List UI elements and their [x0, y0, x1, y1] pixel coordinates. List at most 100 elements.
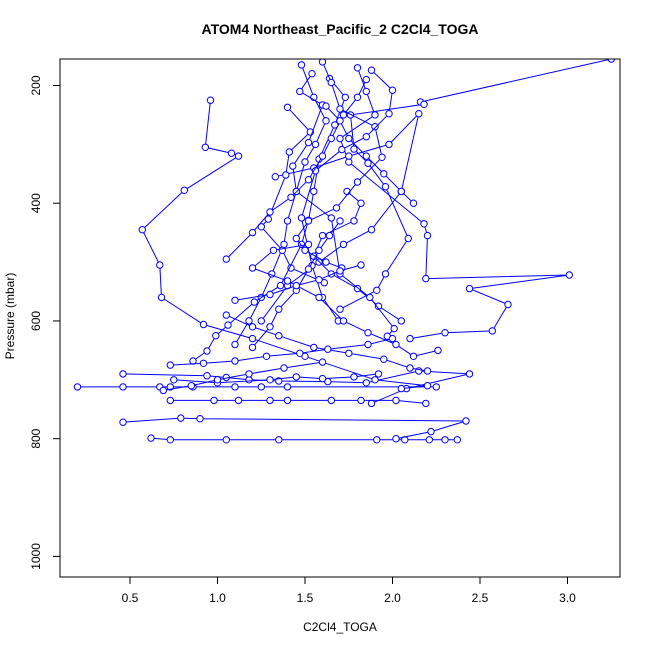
data-point — [222, 311, 231, 319]
data-point — [350, 145, 358, 153]
data-point — [327, 396, 335, 405]
data-point — [374, 370, 383, 378]
data-point — [397, 317, 405, 325]
data-point — [339, 317, 348, 325]
data-point — [296, 349, 304, 357]
data-point — [224, 321, 232, 329]
chart-title: ATOM4 Northeast_Pacific_2 C2Cl4_TOGA — [202, 21, 479, 37]
x-tick-label: 3.0 — [559, 591, 576, 605]
data-point — [119, 370, 127, 378]
data-point — [245, 370, 253, 378]
y-tick-label: 200 — [29, 75, 43, 95]
data-point — [397, 187, 405, 196]
data-point — [285, 148, 293, 156]
data-point — [266, 208, 274, 216]
data-point — [213, 376, 222, 384]
data-point — [234, 152, 243, 160]
data-point — [565, 271, 573, 279]
data-point — [607, 59, 615, 63]
data-point — [350, 373, 358, 381]
x-tick-label: 1.5 — [297, 591, 314, 605]
data-point — [170, 376, 178, 384]
data-point — [462, 417, 470, 425]
data-point — [432, 383, 440, 391]
data-point — [392, 435, 400, 443]
data-point — [357, 396, 365, 405]
data-point — [292, 234, 300, 243]
data-point — [371, 376, 379, 384]
data-point — [304, 176, 313, 184]
data-point — [409, 199, 418, 207]
data-point — [364, 329, 372, 337]
data-point — [257, 317, 265, 325]
data-point — [138, 226, 147, 234]
data-point — [423, 367, 432, 375]
data-point — [406, 364, 414, 372]
data-point — [373, 436, 381, 444]
x-tick-label: 2.5 — [472, 591, 489, 605]
data-point — [373, 286, 381, 294]
data-point — [353, 64, 362, 72]
profile-line-23 — [163, 361, 323, 391]
data-point — [318, 152, 327, 160]
data-point — [257, 223, 265, 231]
data-point — [422, 399, 430, 408]
data-point — [357, 261, 365, 269]
data-point — [201, 143, 210, 152]
data-point — [420, 220, 428, 228]
data-point — [248, 323, 257, 331]
data-point — [318, 231, 327, 240]
data-point — [297, 214, 306, 222]
data-point — [157, 293, 166, 302]
data-point — [327, 78, 335, 87]
data-point — [381, 270, 390, 278]
data-point — [156, 261, 164, 269]
data-point — [353, 93, 362, 102]
y-axis-label: Pressure (mbar) — [3, 273, 17, 360]
data-point — [404, 234, 412, 243]
data-point — [310, 343, 318, 352]
data-point — [189, 357, 197, 365]
data-point — [266, 290, 274, 299]
data-point — [283, 277, 292, 285]
data-point — [322, 258, 330, 266]
x-tick-label: 2.0 — [384, 591, 401, 605]
data-point — [364, 159, 372, 167]
y-tick-label: 400 — [29, 193, 43, 213]
profile-line-17 — [251, 243, 439, 357]
data-point — [283, 217, 292, 225]
plot-frame — [59, 58, 621, 578]
data-point — [222, 436, 231, 444]
data-point — [367, 226, 376, 234]
data-point — [301, 158, 309, 166]
data-point — [332, 204, 341, 212]
data-point — [292, 281, 300, 290]
data-point — [166, 436, 175, 444]
data-point — [488, 327, 496, 335]
data-point — [336, 117, 344, 125]
data-point — [297, 61, 306, 69]
data-point — [212, 332, 220, 340]
data-point — [287, 193, 295, 202]
data-point — [266, 396, 274, 405]
profile-line-8 — [339, 67, 570, 340]
data-point — [206, 96, 215, 104]
data-point — [245, 317, 253, 325]
data-point — [390, 324, 398, 333]
data-point — [311, 140, 320, 149]
y-tick-label: 600 — [29, 311, 43, 331]
data-point — [367, 399, 376, 408]
data-point — [385, 110, 393, 118]
data-point — [465, 284, 474, 293]
data-point — [318, 59, 327, 66]
data-point — [362, 379, 370, 387]
profile-line-7 — [234, 64, 327, 345]
data-point — [275, 436, 283, 444]
data-point — [366, 293, 374, 302]
data-point — [73, 383, 82, 391]
data-point — [304, 265, 313, 273]
data-point — [465, 370, 474, 378]
data-point — [504, 300, 512, 309]
